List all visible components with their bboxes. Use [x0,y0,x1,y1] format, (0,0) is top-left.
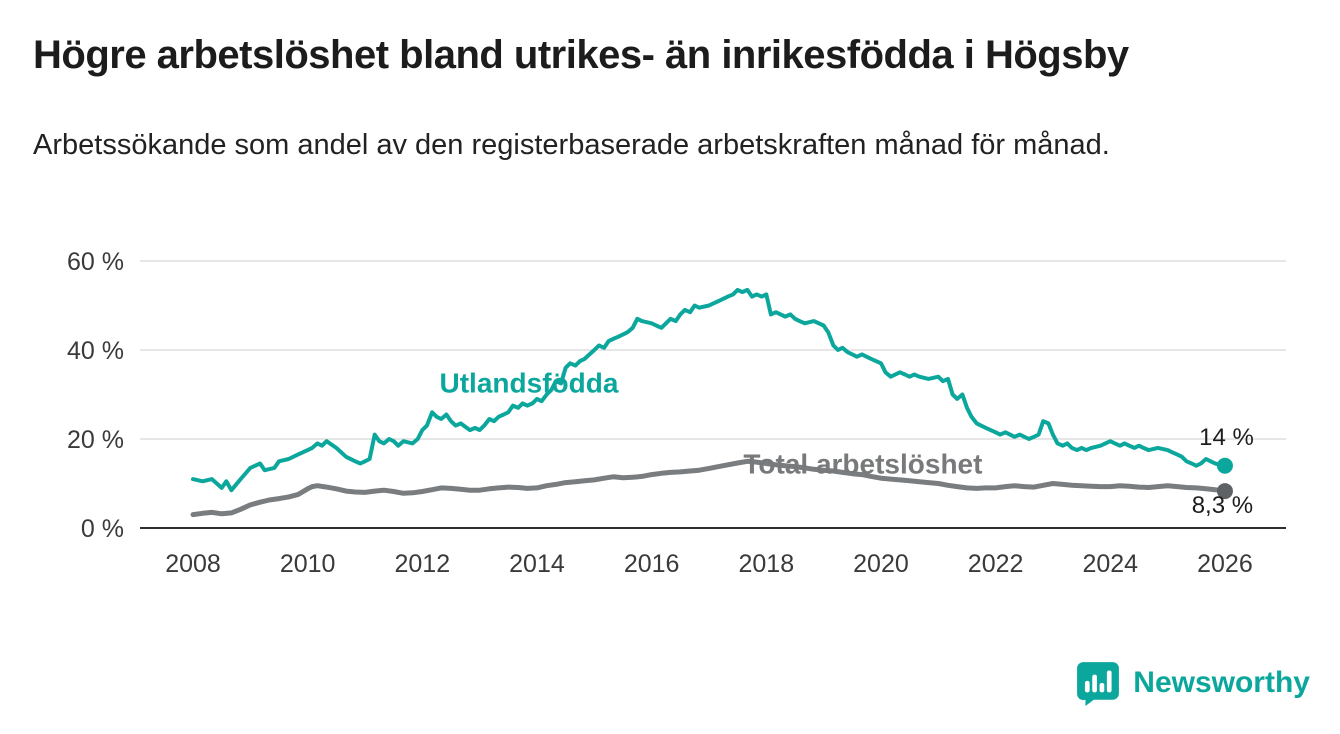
series-line-total-arbetslöshet [190,458,1228,518]
newsworthy-logo-icon [1077,662,1120,706]
chart-header: Högre arbetslöshet bland utrikes- än inr… [0,0,1340,165]
newsworthy-branding: Newsworthy [1075,660,1310,706]
unemployment-line-chart: 0 % 20 % 40 % 60 % 2008 2010 2012 2014 2016 2018 2… [67,248,1286,578]
x-tick-label: 2018 [738,550,794,578]
x-tick-label: 2008 [165,550,221,578]
x-tick-label: 2022 [968,550,1024,578]
series-label: Utlandsfödda [440,367,619,398]
end-value-label: 8,3 % [1192,492,1253,519]
y-tick-label: 20 % [67,426,124,454]
y-tick-label: 0 % [81,515,124,543]
series-end-dot-utlandsfödda [1216,457,1233,474]
series-line-utlandsfödda [191,287,1227,493]
x-tick-label: 2020 [853,550,909,578]
page-title: Högre arbetslöshet bland utrikes- än inr… [33,33,1129,77]
y-tick-label: 40 % [67,337,124,365]
x-tick-label: 2016 [624,550,680,578]
series-label: Total arbetslöshet [743,448,982,479]
series-end-dot-total-arbetslöshet [1216,483,1233,500]
y-tick-label: 60 % [67,248,124,276]
x-tick-label: 2014 [509,550,565,578]
end-value-label: 14 % [1199,424,1254,451]
x-tick-label: 2024 [1082,550,1138,578]
chart-subtitle: Arbetssökande som andel av den registerb… [33,129,1110,161]
x-tick-label: 2010 [280,550,336,578]
x-tick-label: 2026 [1197,550,1253,578]
brand-name: Newsworthy [1133,666,1310,699]
x-tick-label: 2012 [395,550,451,578]
